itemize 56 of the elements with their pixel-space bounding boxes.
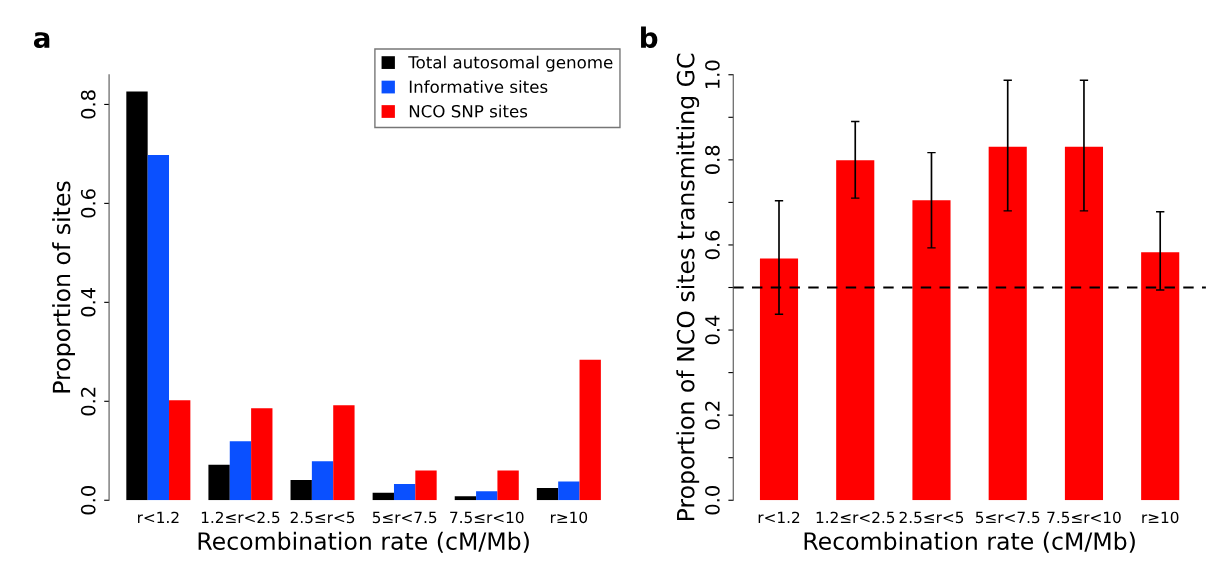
text: a [33,32,50,49]
legend-label: NCO SNP sites [409,104,528,118]
bar [251,408,273,501]
legend-label: Total autosomal genome [408,55,613,72]
bar [208,464,230,501]
x-tick-label: 2.5≤r<5 [290,511,355,524]
x-tick-label: 5≤r<7.5 [975,511,1040,524]
y-tick-label: 0.4 [705,315,720,345]
bar [1141,252,1180,501]
bar [311,461,334,501]
x-tick-label: 2.5≤r<5 [899,511,964,524]
bar [169,400,191,501]
bar [126,91,148,501]
bar [476,491,498,501]
bar [912,200,951,501]
bar [290,479,312,501]
text: b [641,26,658,49]
y-tick-label: 0.2 [80,387,96,416]
bar [372,492,394,501]
bar [147,154,170,501]
y-tick-label: 0.6 [705,230,720,260]
legend-label: Informative sites [409,80,548,94]
x-tick-label: 7.5≤r<10 [1047,511,1121,524]
x-axis-title: Recombination rate (cM/Mb) [198,531,529,553]
x-tick-label: r<1.2 [138,511,179,523]
x-tick-label: 1.2≤r<2.5 [201,511,280,524]
y-tick-label: 1.0 [705,60,720,89]
bar [536,487,559,501]
y-axis-title: Proportion of NCO sites transmitting GC [676,53,700,521]
bar [579,359,601,501]
y-tick-label: 0.8 [705,145,720,175]
y-tick-label: 0.4 [80,287,96,317]
bar [558,481,580,501]
x-axis-title: Recombination rate (cM/Mb) [804,531,1135,553]
y-tick-label: 0.6 [80,189,96,218]
bar [393,483,416,501]
y-tick-label: 0.0 [80,486,96,515]
x-tick-label: 5≤r<7.5 [372,511,437,524]
y-tick-label: 0.2 [705,401,720,430]
x-tick-label: r<1.2 [758,511,800,523]
bar [333,405,355,501]
bar [415,470,437,501]
x-tick-label: 7.5≤r<10 [450,511,524,524]
y-tick-label: 0.0 [705,486,720,515]
bar [1064,146,1104,501]
y-axis-title: Proportion of sites [52,181,75,393]
bar [836,160,875,501]
x-tick-label: 1.2≤r<2.5 [816,511,895,524]
x-tick-label: r≥10 [550,511,588,524]
bar [454,496,477,501]
bar [759,258,799,501]
bar [497,470,519,501]
bar [988,146,1027,501]
bar [229,441,252,501]
y-tick-label: 0.8 [80,90,96,119]
x-tick-label: r≥10 [1142,511,1179,524]
